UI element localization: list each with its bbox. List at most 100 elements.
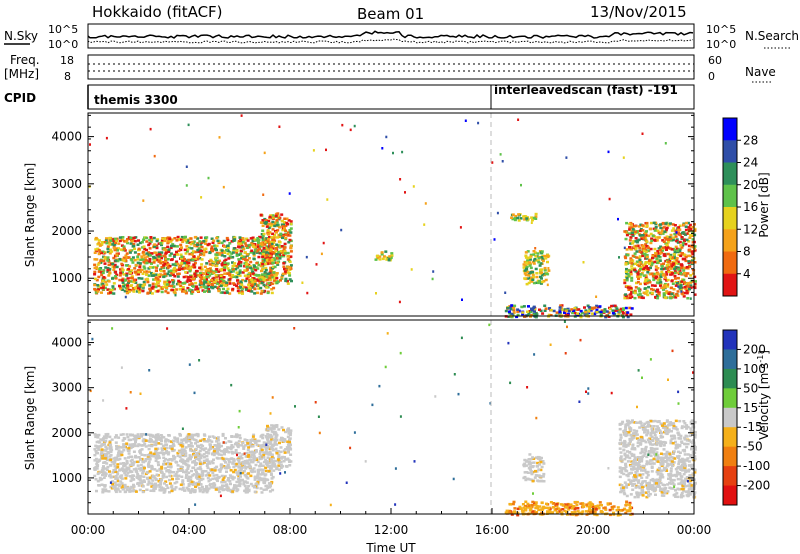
echo-cell — [210, 282, 214, 286]
echo-cell — [93, 263, 97, 267]
echo-cell — [219, 468, 223, 471]
echo-cell — [644, 276, 648, 279]
echo-cell — [247, 275, 251, 278]
echo-cell — [154, 276, 158, 279]
echo-cell — [93, 453, 97, 457]
echo-cell — [258, 464, 262, 468]
echo-cell — [630, 260, 634, 264]
echo-cell — [204, 239, 208, 242]
echo-cell — [534, 474, 538, 477]
echo-cell — [97, 241, 101, 245]
echo-cell — [237, 253, 241, 256]
echo-cell — [181, 443, 185, 446]
echo-cell — [684, 255, 688, 259]
echo-cell — [289, 429, 293, 432]
echo-cell — [275, 281, 279, 284]
echo-cell — [288, 440, 291, 444]
echo-cell — [532, 260, 535, 264]
echo-cell — [289, 220, 293, 223]
echo-cell — [211, 284, 214, 287]
echo-cell — [527, 305, 530, 308]
echo-cell — [219, 457, 223, 460]
echo-cell — [245, 268, 249, 271]
echo-cell — [263, 255, 267, 258]
echo-cell — [675, 259, 679, 262]
echo-cell — [168, 446, 172, 450]
echo-cell — [686, 281, 690, 285]
echo-cell — [543, 309, 547, 312]
echo-cell — [389, 256, 393, 259]
echo-cell — [227, 440, 231, 443]
echo-cell — [613, 304, 617, 308]
echo-cell — [108, 289, 112, 293]
echo-cell — [106, 268, 110, 272]
echo-cell — [247, 246, 251, 249]
echo-cell — [188, 269, 192, 273]
echo-cell — [676, 276, 680, 280]
echo-cell — [248, 465, 252, 469]
echo-cell — [260, 448, 264, 452]
echo-cell — [122, 259, 126, 262]
echo-cell — [246, 442, 250, 445]
echo-cell — [249, 474, 253, 478]
echo-cell — [136, 464, 140, 467]
echo-cell — [199, 446, 203, 450]
echo-cell — [162, 473, 166, 476]
echo-cell — [206, 476, 210, 480]
echo-cell — [236, 484, 239, 487]
echo-cell — [196, 289, 200, 292]
echo-cell — [689, 477, 693, 481]
echo-cell — [232, 488, 236, 491]
echo-cell — [187, 258, 191, 262]
echo-cell — [669, 237, 673, 241]
echo-cell — [179, 284, 183, 288]
echo-cell — [96, 436, 100, 439]
echo-cell — [671, 282, 675, 285]
echo-speck — [641, 132, 644, 135]
echo-cell — [649, 221, 653, 225]
echo-cell — [239, 285, 242, 288]
echo-cell — [226, 458, 230, 461]
echo-cell — [564, 309, 568, 313]
echo-speck — [667, 283, 670, 286]
colorbar-segment — [723, 251, 737, 275]
echo-speck — [608, 197, 611, 201]
echo-cell — [540, 465, 544, 469]
echo-cell — [638, 289, 641, 293]
echo-cell — [519, 217, 523, 220]
echo-cell — [120, 244, 124, 247]
echo-cell — [169, 252, 173, 255]
echo-cell — [133, 239, 137, 243]
echo-cell — [576, 314, 580, 317]
echo-cell — [654, 268, 658, 271]
echo-cell — [176, 262, 180, 266]
echo-cell — [197, 481, 201, 484]
echo-cell — [161, 476, 165, 479]
echo-cell — [133, 247, 136, 251]
echo-cell — [242, 285, 246, 289]
echo-cell — [624, 293, 628, 296]
echo-cell — [187, 482, 191, 486]
echo-cell — [639, 223, 643, 227]
echo-cell — [528, 262, 532, 266]
echo-cell — [630, 248, 634, 251]
echo-cell — [150, 485, 154, 488]
echo-cell — [533, 258, 537, 261]
echo-cell — [261, 262, 265, 266]
echo-cell — [253, 287, 257, 290]
echo-cell — [182, 275, 186, 279]
echo-cell — [645, 255, 649, 259]
echo-cell — [159, 483, 163, 486]
echo-cell — [250, 284, 254, 288]
echo-cell — [235, 471, 239, 474]
echo-cell — [660, 265, 664, 268]
echo-cell — [658, 278, 662, 282]
echo-cell — [256, 482, 260, 486]
echo-cell — [639, 273, 643, 276]
echo-cell — [651, 275, 655, 278]
echo-cell — [289, 250, 293, 253]
echo-cell — [659, 284, 662, 287]
echo-cell — [647, 246, 651, 249]
echo-cell — [691, 226, 695, 229]
echo-cell — [639, 262, 643, 266]
